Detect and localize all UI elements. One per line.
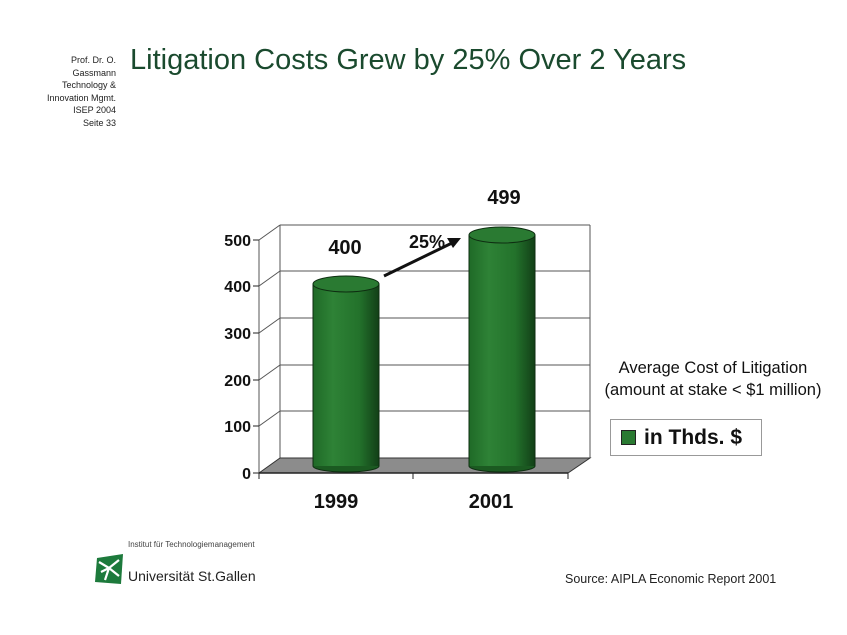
presenter-line: Innovation Mgmt. — [46, 92, 116, 103]
chart-caption-line: (amount at stake < $1 million) — [604, 381, 822, 399]
x-tick-label: 1999 — [314, 491, 359, 513]
bar-1999 — [312, 275, 380, 473]
data-label-2001: 499 — [487, 187, 520, 209]
y-tick-label: 100 — [224, 419, 251, 436]
bar-2001 — [468, 226, 536, 473]
institute-name: Institut für Technologiemanagement — [128, 540, 255, 549]
growth-arrow-icon — [383, 238, 461, 278]
gridlines — [258, 224, 591, 473]
presenter-line: Prof. Dr. O. — [70, 55, 116, 65]
presenter-line: Seite 33 — [82, 117, 116, 128]
university-logo-icon — [95, 554, 123, 584]
presenter-line: Technology & — [61, 80, 116, 90]
data-label-1999: 400 — [328, 237, 361, 259]
chart-caption-line: Average Cost of Litigation — [618, 359, 808, 377]
y-tick-label: 200 — [224, 373, 251, 390]
slide-title: Litigation Costs Grew by 25% Over 2 Year… — [130, 44, 687, 76]
presenter-line: Gassmann — [72, 67, 116, 78]
chart-caption: Average Cost of Litigation (amount at st… — [578, 357, 847, 401]
y-tick-label: 0 — [242, 466, 251, 483]
chart-floor — [257, 457, 592, 474]
chart-legend: in Thds. $ — [610, 419, 762, 456]
y-tick-label: 400 — [224, 279, 251, 296]
growth-annotation: 25% — [409, 232, 445, 252]
x-tick-label: 2001 — [469, 491, 514, 513]
presenter-info: Prof. Dr. O. Gassmann Technology & Innov… — [47, 54, 116, 129]
university-name: Universität St.Gallen — [128, 568, 256, 584]
presenter-line: ISEP 2004 — [73, 105, 116, 115]
legend-swatch-icon — [621, 430, 636, 445]
legend-label: in Thds. $ — [644, 425, 743, 449]
y-tick-label: 500 — [224, 233, 251, 250]
source-note: Source: AIPLA Economic Report 2001 — [565, 572, 777, 586]
y-tick-label: 300 — [224, 326, 251, 343]
